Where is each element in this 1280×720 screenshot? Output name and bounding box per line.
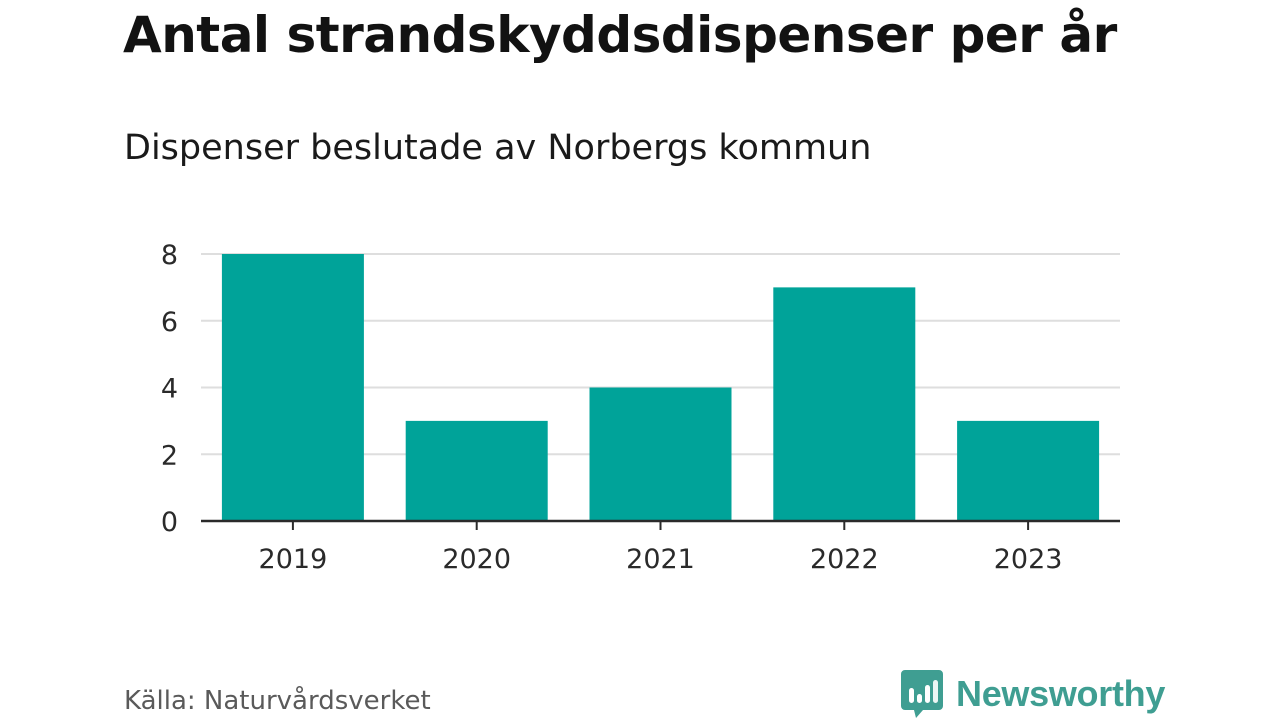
y-tick-label: 4 [161,374,178,405]
axes [201,519,1120,530]
newsworthy-logo: Newsworthy [901,670,1165,718]
y-tick-label: 6 [161,307,178,338]
chart-title: Antal strandskyddsdispenser per år [123,6,1117,64]
x-tick-label: 2021 [626,544,695,575]
bar-2023 [957,420,1100,521]
source-note: Källa: Naturvårdsverket [124,686,431,716]
x-tick-label: 2019 [259,544,328,575]
bar-2019 [221,254,364,521]
bar-2022 [773,287,916,521]
tick-labels: 0 2 4 6 8 2019 2020 2021 2022 2023 [161,240,1063,575]
brand-name: Newsworthy [956,673,1166,714]
y-tick-label: 0 [161,507,178,538]
bars [221,254,1100,521]
y-tick-label: 8 [161,240,178,271]
bar-2021 [589,387,732,521]
x-tick-label: 2023 [994,544,1063,575]
bar-2020 [405,420,548,521]
y-tick-label: 2 [161,440,178,471]
chart-subtitle: Dispenser beslutade av Norbergs kommun [124,128,872,168]
x-tick-label: 2022 [810,544,879,575]
bar-chart-speech-bubble-icon [901,670,943,718]
x-tick-label: 2020 [442,544,511,575]
